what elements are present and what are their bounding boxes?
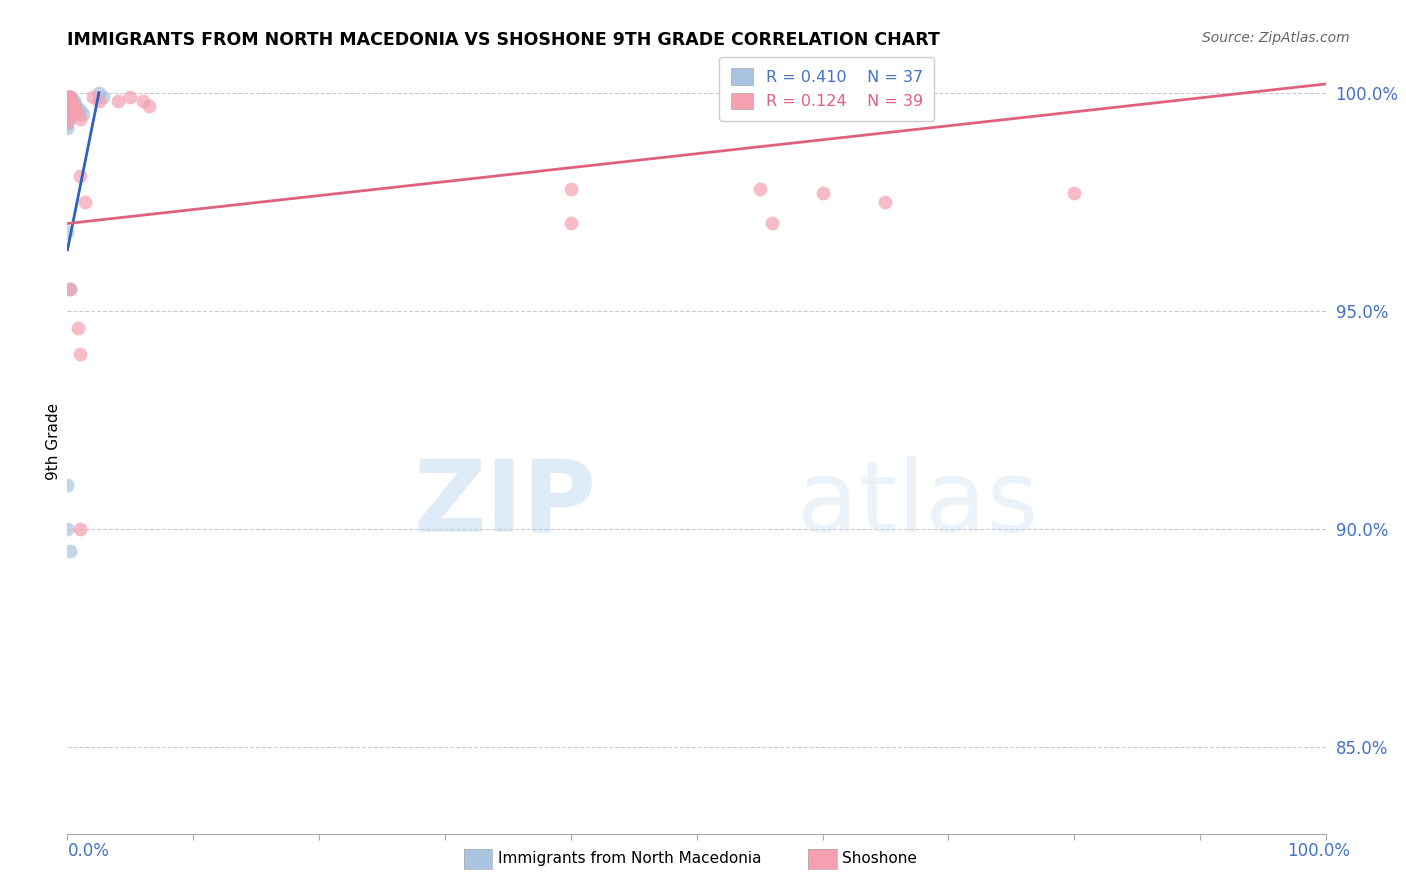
Point [58, 103, 80, 117]
Point [56, 103, 79, 117]
Point [132, 95, 155, 109]
Point [60, 99, 83, 113]
Point [87, 86, 110, 100]
Point [58, 107, 80, 121]
Point [56, 90, 79, 104]
Point [62, 99, 84, 113]
Point [62, 95, 84, 109]
Point [56, 478, 79, 492]
Point [875, 194, 897, 209]
Point [1063, 186, 1085, 200]
Point [58, 90, 80, 104]
Point [63, 99, 86, 113]
Point [56, 116, 79, 130]
Point [91, 90, 114, 104]
Point [63, 103, 86, 117]
Point [65, 99, 87, 113]
Text: IMMIGRANTS FROM NORTH MACEDONIA VS SHOSHONE 9TH GRADE CORRELATION CHART: IMMIGRANTS FROM NORTH MACEDONIA VS SHOSH… [67, 31, 941, 49]
Point [56, 225, 79, 239]
Point [58, 99, 80, 113]
Point [59, 282, 82, 296]
Point [69, 347, 91, 361]
Point [72, 107, 94, 121]
Point [56, 107, 79, 121]
Point [56, 120, 79, 135]
Point [58, 112, 80, 126]
Point [56, 116, 79, 130]
Point [62, 95, 84, 109]
Point [748, 181, 770, 195]
Point [60, 99, 83, 113]
Point [60, 90, 83, 104]
Point [59, 282, 82, 296]
Point [56, 99, 79, 113]
Point [56, 90, 79, 104]
Point [69, 169, 91, 183]
Point [69, 103, 91, 117]
Text: 0.0%: 0.0% [67, 842, 110, 860]
Text: 100.0%: 100.0% [1286, 842, 1350, 860]
Point [58, 95, 80, 109]
Point [60, 95, 83, 109]
Point [107, 95, 129, 109]
Point [811, 186, 834, 200]
Point [58, 95, 80, 109]
Point [59, 99, 82, 113]
Point [59, 103, 82, 117]
Text: ZIP: ZIP [413, 456, 596, 553]
Point [56, 107, 79, 121]
Point [66, 321, 89, 335]
Text: atlas: atlas [797, 456, 1039, 553]
Point [87, 95, 110, 109]
Point [58, 99, 80, 113]
Point [62, 99, 84, 113]
Text: Source: ZipAtlas.com: Source: ZipAtlas.com [1202, 31, 1350, 45]
Point [59, 90, 82, 104]
Point [560, 217, 582, 231]
Legend: R = 0.410    N = 37, R = 0.124    N = 39: R = 0.410 N = 37, R = 0.124 N = 39 [720, 57, 934, 120]
Point [59, 95, 82, 109]
Point [56, 99, 79, 113]
Text: Shoshone: Shoshone [842, 852, 917, 866]
Point [56, 112, 79, 126]
Point [59, 90, 82, 104]
Point [66, 107, 89, 121]
Point [120, 90, 142, 104]
Point [62, 99, 84, 113]
Y-axis label: 9th Grade: 9th Grade [45, 403, 60, 480]
Text: Immigrants from North Macedonia: Immigrants from North Macedonia [498, 852, 761, 866]
Point [59, 95, 82, 109]
Point [69, 522, 91, 536]
Point [59, 99, 82, 113]
Point [58, 90, 80, 104]
Point [56, 103, 79, 117]
Point [66, 103, 89, 117]
Point [69, 112, 91, 126]
Point [75, 194, 97, 209]
Point [56, 112, 79, 126]
Point [56, 95, 79, 109]
Point [761, 217, 783, 231]
Point [560, 181, 582, 195]
Point [82, 90, 104, 104]
Point [56, 522, 79, 536]
Point [60, 95, 83, 109]
Point [56, 95, 79, 109]
Point [138, 99, 160, 113]
Point [59, 543, 82, 558]
Point [62, 99, 84, 113]
